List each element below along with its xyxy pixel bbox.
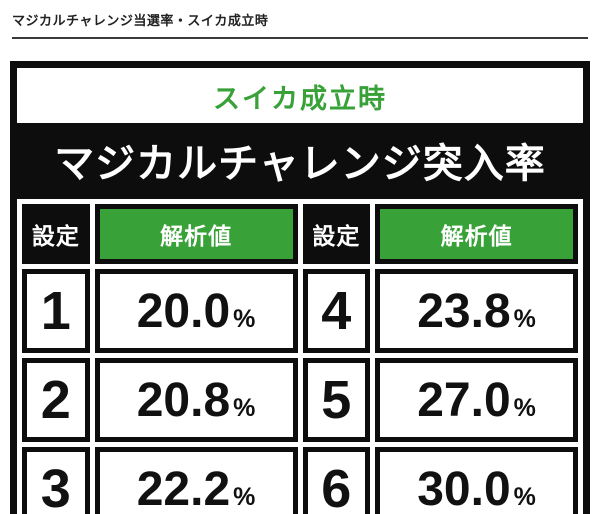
col-header-setting-right: 設定 bbox=[302, 204, 371, 264]
percent-sign: % bbox=[233, 304, 256, 333]
panel-title: マジカルチャレンジ突入率 bbox=[17, 123, 583, 199]
page-title: マジカルチャレンジ当選率・スイカ成立時 bbox=[12, 13, 269, 28]
value-cell: 23.8% bbox=[375, 269, 578, 353]
value-cell: 22.2% bbox=[94, 447, 298, 514]
value-number: 30.0 bbox=[417, 462, 511, 514]
value-cell: 27.0% bbox=[375, 358, 578, 442]
table-row: 2 20.8% 5 27.0% bbox=[22, 358, 578, 442]
panel-subtitle: スイカ成立時 bbox=[213, 84, 387, 114]
setting-cell: 3 bbox=[22, 447, 90, 514]
value-cell: 20.8% bbox=[94, 358, 298, 442]
value-number: 23.8 bbox=[417, 284, 511, 338]
setting-cell: 6 bbox=[302, 447, 371, 514]
percent-sign: % bbox=[513, 304, 536, 333]
stats-panel: スイカ成立時 マジカルチャレンジ突入率 設定 解析値 設定 解析値 1 20.0… bbox=[10, 61, 590, 514]
stats-table: 設定 解析値 設定 解析値 1 20.0% 4 23.8% 2 20.8% 5 … bbox=[17, 199, 583, 514]
col-header-setting-left: 設定 bbox=[22, 204, 90, 264]
value-number: 20.8 bbox=[136, 373, 231, 427]
value-number: 22.2 bbox=[136, 462, 231, 514]
divider bbox=[12, 37, 588, 39]
percent-sign: % bbox=[233, 482, 256, 511]
value-cell: 20.0% bbox=[94, 269, 298, 353]
setting-cell: 5 bbox=[302, 358, 371, 442]
setting-cell: 1 bbox=[22, 269, 90, 353]
value-number: 20.0 bbox=[136, 284, 231, 338]
setting-cell: 2 bbox=[22, 358, 90, 442]
table-row: 3 22.2% 6 30.0% bbox=[22, 447, 578, 514]
percent-sign: % bbox=[513, 482, 536, 511]
percent-sign: % bbox=[513, 393, 536, 422]
value-cell: 30.0% bbox=[375, 447, 578, 514]
setting-cell: 4 bbox=[302, 269, 371, 353]
percent-sign: % bbox=[233, 393, 256, 422]
col-header-value-left: 解析値 bbox=[94, 204, 298, 264]
col-header-value-right: 解析値 bbox=[375, 204, 578, 264]
table-row: 1 20.0% 4 23.8% bbox=[22, 269, 578, 353]
value-number: 27.0 bbox=[417, 373, 511, 427]
table-header-row: 設定 解析値 設定 解析値 bbox=[22, 204, 578, 264]
